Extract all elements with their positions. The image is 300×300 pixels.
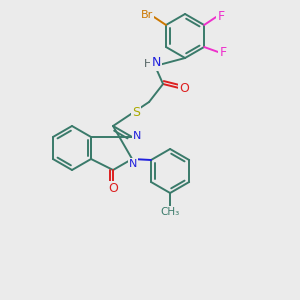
Text: N: N: [152, 56, 161, 70]
Text: F: F: [220, 46, 227, 59]
Text: O: O: [179, 82, 189, 94]
Text: F: F: [218, 10, 225, 22]
Text: N: N: [133, 131, 141, 141]
Text: N: N: [129, 159, 137, 169]
Text: S: S: [132, 106, 140, 118]
Text: Br: Br: [141, 10, 153, 20]
Text: H: H: [144, 59, 152, 69]
Text: CH₃: CH₃: [160, 207, 180, 217]
Text: O: O: [108, 182, 118, 196]
